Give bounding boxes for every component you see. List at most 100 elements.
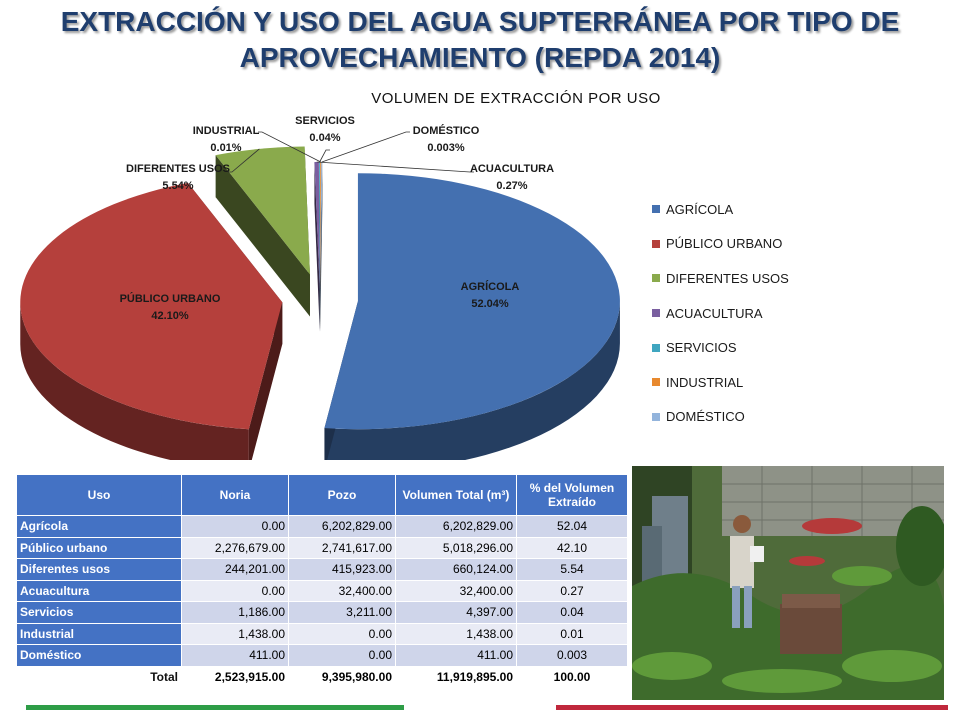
cell-porcentaje: 52.04 (516, 515, 628, 538)
cell-noria: 2,523,915.00 (181, 665, 289, 688)
data-label-value-público-urbano: 42.10% (151, 310, 189, 322)
cell-pozo: 0.00 (288, 622, 396, 645)
data-label-value-agrícola: 52.04% (471, 298, 509, 310)
cell-uso: Industrial (16, 622, 182, 645)
cell-volumen-total: 32,400.00 (395, 579, 517, 602)
cell-uso: Agrícola (16, 515, 182, 538)
legend-item-agrícola: AGRÍCOLA (652, 192, 789, 227)
pie-slice-agrícola (324, 173, 620, 430)
cell-pozo: 415,923.00 (288, 558, 396, 581)
data-label-name-diferentes-usos: DIFERENTES USOS (126, 163, 230, 175)
cell-volumen-total: 660,124.00 (395, 558, 517, 581)
data-label-name-doméstico: DOMÉSTICO (413, 124, 480, 137)
legend-item-servicios: SERVICIOS (652, 330, 789, 365)
table-row: Diferentes usos 244,201.00 415,923.00 660,1… (16, 558, 628, 581)
table-row: Agrícola 0.00 6,202,829.00 6,202,829.00 52.0… (16, 515, 628, 538)
table-row: Público urbano 2,276,679.00 2,741,617.00 5,… (16, 536, 628, 559)
cell-volumen-total: 5,018,296.00 (395, 536, 517, 559)
cell-pozo: 3,211.00 (288, 601, 396, 624)
leader-line-acuacultura (316, 161, 474, 173)
legend-item-doméstico: DOMÉSTICO (652, 400, 789, 435)
pie-wall-público-urbano-0 (248, 302, 283, 460)
legend-swatch (652, 309, 660, 318)
legend-label: PÚBLICO URBANO (666, 236, 783, 252)
table-row: Industrial 1,438.00 0.00 1,438.00 0.01 (16, 622, 628, 645)
pie-wall-doméstico-1 (320, 162, 323, 333)
table-header-row: Uso Noria Pozo Volumen Total (m³) % del … (16, 474, 628, 516)
pie-rim-público-urbano (20, 302, 249, 460)
cell-volumen-total: 1,438.00 (395, 622, 517, 645)
legend-label: DOMÉSTICO (666, 409, 745, 425)
legend-item-acuacultura: ACUACULTURA (652, 296, 789, 331)
chart-legend: AGRÍCOLA PÚBLICO URBANO DIFERENTES USOS ACU… (652, 192, 789, 434)
table-row: Acuacultura 0.00 32,400.00 32,400.00 0.27 (16, 579, 628, 602)
header-porcentaje: % del Volumen Extraído (516, 474, 628, 516)
table-row: Servicios 1,186.00 3,211.00 4,397.00 0.04 (16, 601, 628, 624)
pie-slice-público-urbano (20, 182, 283, 430)
pie-rim-agrícola (324, 301, 620, 460)
legend-label: SERVICIOS (666, 340, 737, 356)
cell-volumen-total: 411.00 (395, 644, 517, 667)
cell-noria: 2,276,679.00 (181, 536, 289, 559)
pie-wall-diferentes-usos-0 (215, 155, 310, 317)
cell-noria: 1,186.00 (181, 601, 289, 624)
data-label-value-diferentes-usos: 5.54% (162, 180, 193, 192)
data-label-value-acuacultura: 0.27% (496, 180, 527, 192)
pie-slice-doméstico (320, 162, 323, 291)
leader-line-industrial (258, 131, 321, 163)
leader-line-doméstico (321, 131, 410, 163)
field-photo (632, 466, 944, 700)
header-uso: Uso (16, 474, 182, 516)
cell-porcentaje: 0.003 (516, 644, 628, 667)
cell-pozo: 2,741,617.00 (288, 536, 396, 559)
table-body: Agrícola 0.00 6,202,829.00 6,202,829.00 52.0… (16, 515, 628, 688)
chart-title: VOLUMEN DE EXTRACCIÓN POR USO (371, 90, 661, 107)
pie-wall-acuacultura-0 (314, 162, 320, 333)
cell-porcentaje: 5.54 (516, 558, 628, 581)
cell-porcentaje: 0.04 (516, 601, 628, 624)
legend-item-industrial: INDUSTRIAL (652, 365, 789, 400)
cell-pozo: 9,395,980.00 (288, 665, 396, 688)
legend-label: ACUACULTURA (666, 305, 763, 321)
cell-porcentaje: 100.00 (516, 665, 628, 688)
cell-uso: Servicios (16, 601, 182, 624)
header-noria: Noria (181, 474, 289, 516)
pie-slice-servicios (319, 162, 321, 290)
table-row: Doméstico 411.00 0.00 411.00 0.003 (16, 644, 628, 667)
cell-pozo: 0.00 (288, 644, 396, 667)
table-total-row: Total 2,523,915.00 9,395,980.00 11,919,895.… (16, 665, 628, 688)
leader-line-servicios (319, 149, 330, 163)
red-accent-bar (556, 705, 948, 710)
legend-swatch (652, 412, 660, 421)
cell-noria: 411.00 (181, 644, 289, 667)
header-volumen-total: Volumen Total (m³) (395, 474, 517, 516)
legend-swatch (652, 205, 660, 214)
leader-line-diferentes-usos (228, 148, 260, 173)
pie-slice-acuacultura (314, 162, 320, 291)
cell-pozo: 6,202,829.00 (288, 515, 396, 538)
data-label-value-doméstico: 0.003% (427, 142, 465, 154)
data-label-name-acuacultura: ACUACULTURA (470, 163, 554, 175)
cell-uso: Doméstico (16, 644, 182, 667)
pie-slice-industrial (320, 162, 322, 291)
cell-porcentaje: 42.10 (516, 536, 628, 559)
cell-volumen-total: 4,397.00 (395, 601, 517, 624)
cell-pozo: 32,400.00 (288, 579, 396, 602)
data-label-value-industrial: 0.01% (210, 142, 241, 154)
legend-label: AGRÍCOLA (666, 201, 734, 217)
cell-noria: 0.00 (181, 515, 289, 538)
legend-swatch (652, 274, 660, 283)
pie-slice-diferentes-usos (215, 146, 310, 275)
cell-uso: Acuacultura (16, 579, 182, 602)
legend-label: DIFERENTES USOS (666, 270, 789, 286)
data-label-name-agrícola: AGRÍCOLA (461, 280, 520, 293)
green-accent-bar (26, 705, 404, 710)
cell-porcentaje: 0.27 (516, 579, 628, 602)
legend-swatch (652, 239, 660, 248)
data-label-name-público-urbano: PÚBLICO URBANO (120, 292, 221, 305)
header-pozo: Pozo (288, 474, 396, 516)
data-label-name-servicios: SERVICIOS (295, 115, 355, 127)
pie-chart: AGRÍCOLA 52.04% PÚBLICO URBANO 42.10% DIFERE… (20, 115, 620, 460)
cell-volumen-total: 11,919,895.00 (395, 665, 517, 688)
extraction-table: Uso Noria Pozo Volumen Total (m³) % del … (16, 474, 628, 688)
